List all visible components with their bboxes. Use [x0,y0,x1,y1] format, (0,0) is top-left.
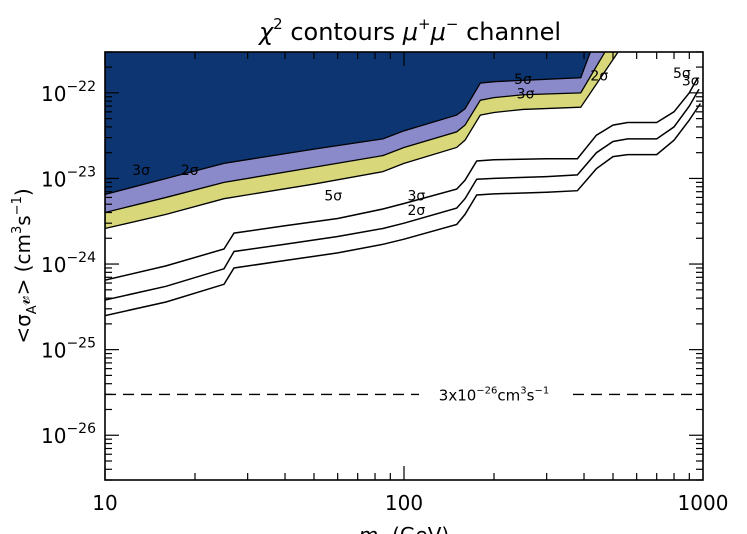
y-tick-base: 10 [41,424,66,448]
contour-annotation-3: 3σ [132,163,150,179]
significance-regions [105,52,619,230]
contour-lines [105,77,702,317]
y-tick-base: 10 [41,253,66,277]
region-5-sigma [105,52,592,196]
contour-annotation-4: 2σ [181,163,199,179]
contour-annotation-0: 5σ [514,72,532,88]
y-tick-exponent: −26 [66,421,96,437]
ylabel-exp-m1: −1 [10,196,25,215]
x-axis-label: mχ (GeV) [359,523,449,534]
y-tick-exponent: −24 [66,250,96,266]
y-tick-label: 10−22 [41,79,96,106]
reference-label-part-3: 3 [520,385,526,396]
y-tick-label: 10−26 [41,421,96,448]
reference-label-part-1: −26 [476,385,497,396]
x-tick-label: 1000 [678,491,729,515]
title-minus: − [446,15,459,33]
ylabel-close: ) [11,188,35,196]
xlabel-unit: (GeV) [386,523,449,534]
x-tick-label: 10 [92,491,117,515]
contour-line-3-sigma [105,88,700,301]
x-tick-labels: 10 100 1000 [92,491,728,515]
title-chi-exp: 2 [273,15,283,33]
x-tick-label: 100 [385,491,423,515]
y-axis-label: <σA𝓋> (cm3s−1) [10,188,40,343]
contour-annotation-9: 3σ [682,73,700,89]
y-tick-base: 10 [41,82,66,106]
reference-line-group: 3x10−26cm3s−1 [105,380,703,405]
title-plus: + [418,15,431,33]
ylabel-part-1: <σ [11,314,35,344]
contour-annotation-5: 5σ [324,189,342,205]
y-tick-exponent: −25 [66,336,96,352]
xlabel-m: m [359,523,378,534]
reference-label-part-5: −1 [534,385,549,396]
tick-marks [104,51,703,481]
reference-label-part-4: s [527,386,535,404]
chart-title: χ2 contours μ+μ− channel [257,15,561,46]
ylabel-exp-3: 3 [10,226,25,234]
title-text: contours [283,18,403,46]
title-mu-1: μ [402,18,418,46]
contour-annotation-7: 2σ [407,203,425,219]
reference-label-part-0: 3x10 [439,386,477,404]
ylabel-s: s [11,215,35,225]
y-tick-label: 10−23 [41,164,96,191]
y-tick-label: 10−25 [41,336,96,363]
reference-label-background [419,380,570,405]
contour-annotation-2: 2σ [590,68,608,84]
y-tick-label: 10−24 [41,250,96,277]
contour-annotation-6: 3σ [407,189,425,205]
ylabel-part-2: 𝓋> (cm [11,234,35,305]
y-tick-base: 10 [41,167,66,191]
title-channel: channel [458,18,561,46]
contour-line-2-sigma [105,103,702,317]
contour-annotation-1: 3σ [517,87,535,103]
title-chi: χ [257,18,274,46]
y-tick-base: 10 [41,339,66,363]
contour-line-5-sigma [105,77,699,281]
y-tick-exponent: −22 [66,79,96,95]
ylabel-sub-A: A [25,305,40,314]
reference-label-part-2: cm [497,386,520,404]
title-mu-2: μ [430,18,446,46]
y-tick-exponent: −23 [66,164,96,180]
reference-line-label: 3x10−26cm3s−1 [439,385,549,404]
contour-annotation-8: 5σ [673,66,691,82]
